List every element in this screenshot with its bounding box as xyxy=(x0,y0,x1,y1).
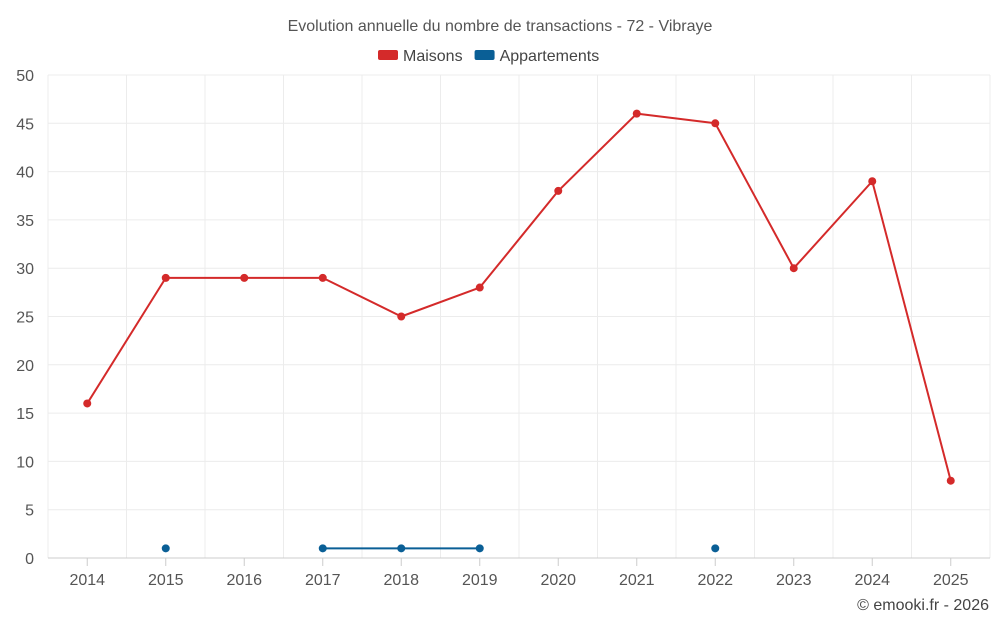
legend-label-appartements: Appartements xyxy=(500,48,600,65)
data-point-appartements[interactable] xyxy=(318,544,327,553)
data-point-maisons[interactable] xyxy=(789,264,798,273)
data-point-maisons[interactable] xyxy=(397,312,406,321)
x-tick-label: 2022 xyxy=(697,572,733,589)
data-point-maisons[interactable] xyxy=(475,283,484,292)
x-tick-label: 2015 xyxy=(148,572,184,589)
grid-lines xyxy=(47,74,991,558)
y-tick-label: 30 xyxy=(16,261,34,278)
series-maisons xyxy=(83,109,955,485)
y-tick-label: 20 xyxy=(16,358,34,375)
x-tick-label: 2014 xyxy=(69,572,105,589)
x-tick-label: 2024 xyxy=(854,572,890,589)
y-tick-label: 10 xyxy=(16,454,34,471)
y-tick-label: 5 xyxy=(25,503,34,520)
legend-swatch-appartements xyxy=(474,50,495,60)
data-point-appartements[interactable] xyxy=(475,544,484,553)
data-point-maisons[interactable] xyxy=(868,177,877,186)
data-point-maisons[interactable] xyxy=(240,273,249,282)
series-line-maisons xyxy=(86,112,952,481)
data-point-maisons[interactable] xyxy=(83,399,92,408)
x-tick-label: 2025 xyxy=(933,572,969,589)
y-tick-label: 35 xyxy=(16,213,34,230)
data-point-appartements[interactable] xyxy=(161,544,170,553)
series-appartements xyxy=(161,544,720,553)
data-point-maisons[interactable] xyxy=(318,273,327,282)
data-point-appartements[interactable] xyxy=(397,544,406,553)
y-tick-label: 25 xyxy=(16,310,34,327)
credit-text: © emooki.fr - 2026 xyxy=(857,597,989,614)
y-tick-label: 0 xyxy=(25,551,34,568)
legend-swatch-maisons xyxy=(378,50,398,60)
y-tick-label: 40 xyxy=(16,165,34,182)
x-tick-label: 2016 xyxy=(226,572,262,589)
data-point-maisons[interactable] xyxy=(554,186,563,195)
y-tick-label: 15 xyxy=(16,406,34,423)
x-tick-label: 2019 xyxy=(462,572,498,589)
data-point-maisons[interactable] xyxy=(711,119,720,128)
x-tick-label: 2020 xyxy=(540,572,576,589)
chart-legend: Maisons Appartements xyxy=(378,48,599,65)
chart-series xyxy=(83,109,955,553)
data-point-maisons[interactable] xyxy=(632,109,641,118)
data-point-maisons[interactable] xyxy=(946,476,955,485)
x-tick-label: 2018 xyxy=(383,572,419,589)
x-tick-label: 2023 xyxy=(776,572,812,589)
legend-label-maisons: Maisons xyxy=(403,48,463,65)
data-point-maisons[interactable] xyxy=(161,273,170,282)
chart-title: Evolution annuelle du nombre de transact… xyxy=(288,18,713,35)
y-tick-label: 50 xyxy=(16,68,34,85)
x-tick-label: 2021 xyxy=(619,572,655,589)
x-tick-label: 2017 xyxy=(305,572,341,589)
legend-item-appartements[interactable]: Appartements xyxy=(474,48,600,65)
y-tick-label: 45 xyxy=(16,116,34,133)
data-point-appartements[interactable] xyxy=(711,544,720,553)
legend-item-maisons[interactable]: Maisons xyxy=(378,48,463,65)
